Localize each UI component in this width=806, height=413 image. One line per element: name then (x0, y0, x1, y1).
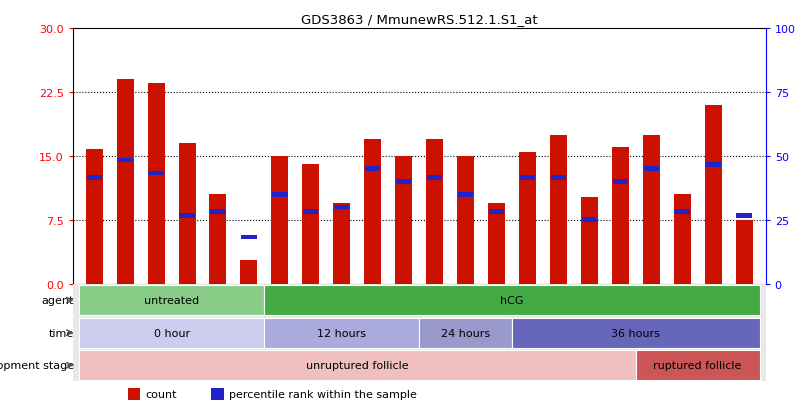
Bar (642, 135, 660, 284)
Bar (550, 135, 567, 284)
Bar (674, 195, 691, 284)
Bar (457, 157, 474, 284)
Bar (79, 350, 636, 380)
Bar (704, 105, 721, 284)
Bar (118, 159, 133, 163)
Text: 36 hours: 36 hours (611, 328, 660, 338)
Text: untreated: untreated (144, 295, 199, 305)
Bar (675, 209, 690, 214)
Bar (86, 176, 102, 180)
Text: percentile rank within the sample: percentile rank within the sample (229, 389, 417, 399)
Bar (272, 192, 288, 197)
Bar (705, 163, 721, 167)
Bar (180, 214, 195, 218)
Bar (396, 180, 411, 184)
Bar (737, 214, 752, 218)
Bar (272, 157, 289, 284)
Text: development stage: development stage (0, 360, 74, 370)
Bar (612, 148, 629, 284)
Title: GDS3863 / MmunewRS.512.1.S1_at: GDS3863 / MmunewRS.512.1.S1_at (301, 13, 538, 26)
Bar (520, 176, 535, 180)
Bar (519, 152, 536, 284)
Bar (426, 140, 443, 284)
Bar (550, 176, 566, 180)
Bar (613, 180, 628, 184)
Bar (488, 203, 505, 284)
Bar (302, 165, 319, 284)
Bar (334, 205, 350, 210)
Bar (211, 389, 223, 400)
Bar (147, 84, 164, 284)
Bar (636, 350, 759, 380)
Bar (736, 220, 753, 284)
Bar (210, 209, 226, 214)
Bar (419, 318, 512, 348)
Bar (488, 209, 504, 214)
Bar (178, 144, 196, 284)
Text: 24 hours: 24 hours (441, 328, 490, 338)
Text: 12 hours: 12 hours (318, 328, 366, 338)
Bar (365, 167, 380, 172)
Bar (581, 197, 598, 284)
Bar (264, 285, 759, 315)
Bar (582, 218, 597, 223)
Bar (458, 192, 473, 197)
Bar (210, 195, 226, 284)
Bar (303, 209, 318, 214)
Bar (79, 285, 264, 315)
Bar (148, 171, 164, 176)
Bar (264, 318, 419, 348)
Text: count: count (145, 389, 177, 399)
Bar (240, 260, 257, 284)
Text: 0 hour: 0 hour (153, 328, 189, 338)
Bar (427, 176, 442, 180)
Bar (512, 318, 759, 348)
Bar (85, 150, 102, 284)
Bar (364, 140, 381, 284)
Bar (643, 167, 659, 172)
Text: time: time (49, 328, 74, 338)
Text: ruptured follicle: ruptured follicle (654, 360, 742, 370)
Text: hCG: hCG (501, 295, 524, 305)
Bar (241, 235, 256, 240)
Text: agent: agent (42, 295, 74, 305)
Bar (79, 318, 264, 348)
Bar (128, 389, 140, 400)
Text: unruptured follicle: unruptured follicle (306, 360, 409, 370)
Bar (333, 203, 351, 284)
Bar (117, 80, 134, 284)
Bar (395, 157, 412, 284)
